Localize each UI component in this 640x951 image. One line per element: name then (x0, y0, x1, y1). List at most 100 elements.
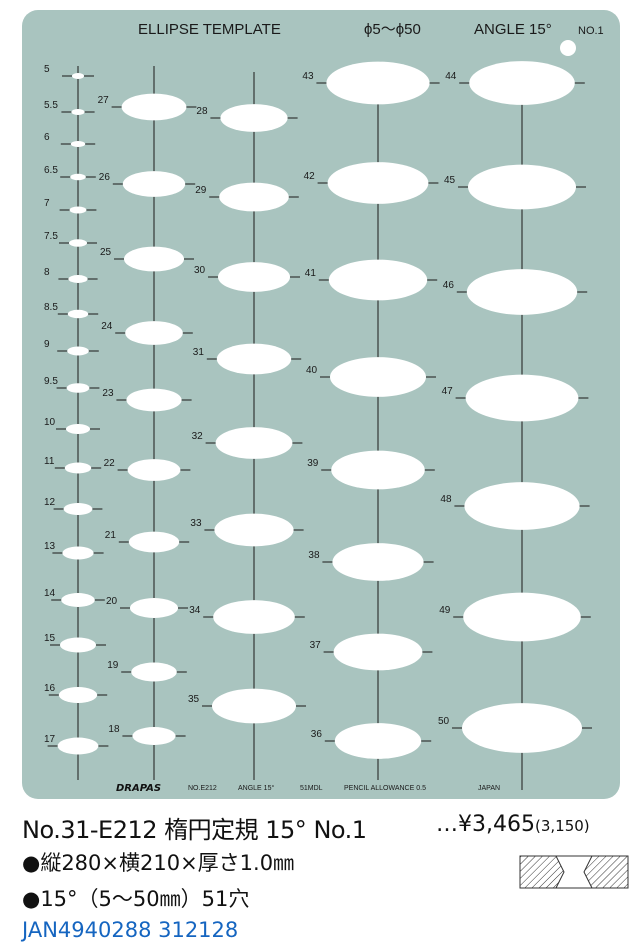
ellipse-size-label: 28 (196, 106, 208, 117)
ellipse-hole (328, 259, 428, 301)
ellipse-hole (125, 321, 183, 345)
plate-footer-angle: ANGLE 15° (238, 784, 274, 792)
ellipse-hole (70, 173, 86, 181)
ellipse-size-label: 23 (102, 388, 114, 399)
ellipse-size-label: 9.5 (44, 376, 58, 387)
ellipse-size-label: 42 (304, 171, 316, 182)
ellipse-size-label: 44 (445, 71, 457, 82)
product-name: No.31-E212 楕円定規 15° No.1 (22, 816, 367, 844)
ellipse-hole (128, 531, 180, 553)
ellipse-hole (60, 637, 96, 653)
plate-code: 51MDL (300, 785, 323, 792)
ellipse-hole (61, 593, 95, 607)
jan-code: JAN4940288 312128 (22, 918, 239, 942)
ellipse-size-label: 27 (98, 95, 110, 106)
ellipse-size-label: 41 (305, 268, 317, 279)
ellipse-size-label: 6.5 (44, 165, 58, 176)
ellipse-hole (126, 388, 182, 412)
ellipse-hole (468, 164, 576, 210)
ellipse-hole (127, 459, 181, 481)
ellipse-hole (212, 688, 296, 724)
brand-logo: DRAPAS (116, 783, 161, 794)
ellipse-hole (132, 727, 176, 745)
ellipse-hole (64, 462, 92, 474)
ellipse-size-label: 19 (107, 660, 119, 671)
ellipse-hole (462, 703, 582, 753)
price-before-tax: (3,150) (534, 817, 590, 835)
ellipse-hole (216, 343, 292, 375)
ellipse-size-label: 8.5 (44, 302, 58, 313)
ellipse-size-label: 5 (44, 64, 50, 75)
ellipse-hole (122, 171, 186, 197)
ellipse-hole (63, 503, 93, 515)
ellipse-hole (219, 182, 289, 212)
ellipse-hole (332, 543, 424, 581)
ellipse-hole (465, 374, 579, 422)
ellipse-size-label: 45 (444, 175, 456, 186)
ellipse-hole (72, 73, 84, 79)
ellipse-hole (218, 262, 290, 292)
ellipse-hole (66, 383, 90, 393)
ellipse-size-label: 30 (194, 265, 206, 276)
ellipse-size-label: 33 (190, 518, 202, 529)
ellipse-hole (326, 61, 430, 105)
ellipse-size-label: 16 (44, 683, 56, 694)
hanging-hole (560, 40, 576, 56)
spec-dimensions: ●縦280×横210×厚さ1.0㎜ (22, 851, 295, 875)
ellipse-size-label: 7 (44, 198, 50, 209)
ellipse-hole (464, 482, 580, 530)
ellipse-size-label: 7.5 (44, 231, 58, 242)
ellipse-hole (331, 450, 425, 490)
ellipse-size-label: 49 (439, 605, 451, 616)
ellipse-size-label: 14 (44, 588, 56, 599)
price-value: …¥3,465 (436, 812, 535, 837)
made-in: JAPAN (478, 785, 500, 792)
pencil-allowance: PENCIL ALLOWANCE 0.5 (344, 785, 426, 792)
ellipse-hole (69, 239, 87, 247)
ellipse-size-label: 39 (307, 458, 319, 469)
ellipse-hole (327, 162, 429, 204)
ellipse-size-label: 34 (189, 605, 201, 616)
ellipse-hole (58, 687, 98, 703)
ellipse-size-label: 15 (44, 633, 56, 644)
ellipse-size-label: 12 (44, 497, 56, 508)
ellipse-size-label: 24 (101, 321, 113, 332)
ellipse-size-label: 25 (100, 247, 112, 258)
ellipse-hole (67, 346, 89, 356)
ellipse-hole (215, 427, 293, 459)
ellipse-size-label: 40 (306, 365, 318, 376)
ellipse-template-plate: ELLIPSE TEMPLATE ϕ5～ϕ50 ANGLE 15° NO.1 5… (22, 10, 620, 799)
ellipse-hole (463, 592, 581, 642)
ellipse-size-label: 35 (188, 694, 200, 705)
ellipse-size-label: 26 (99, 172, 111, 183)
ellipse-size-label: 50 (438, 716, 450, 727)
ellipse-hole (466, 269, 578, 315)
ellipse-size-label: 36 (311, 729, 323, 740)
ellipse-hole (69, 206, 87, 214)
ellipse-size-label: 32 (192, 431, 204, 442)
ellipse-size-label: 21 (105, 530, 117, 541)
ellipse-size-label: 43 (302, 71, 314, 82)
ellipse-hole (66, 424, 90, 434)
ellipse-hole (220, 104, 288, 132)
cross-section-profile-icon (519, 855, 629, 889)
ellipse-hole (469, 61, 575, 105)
ellipse-size-label: 10 (44, 417, 56, 428)
ellipse-size-label: 9 (44, 339, 50, 350)
spec-holes: ●15°（5〜50㎜）51穴 (22, 887, 250, 911)
ellipse-size-label: 5.5 (44, 100, 58, 111)
ellipse-size-label: 8 (44, 267, 50, 278)
plate-angle: ANGLE 15° (474, 21, 552, 38)
ellipse-size-label: 6 (44, 132, 50, 143)
ellipse-hole (334, 723, 422, 759)
plate-range: ϕ5～ϕ50 (364, 21, 421, 38)
ellipse-hole (330, 357, 426, 397)
ellipse-size-label: 31 (193, 347, 205, 358)
ellipse-hole (71, 109, 85, 115)
ellipse-size-label: 13 (44, 541, 56, 552)
ellipse-hole (214, 513, 294, 547)
ellipse-hole (57, 737, 99, 755)
product-price: …¥3,465(3,150) (436, 812, 590, 837)
ellipse-hole (333, 633, 423, 671)
ellipse-hole (62, 546, 94, 560)
